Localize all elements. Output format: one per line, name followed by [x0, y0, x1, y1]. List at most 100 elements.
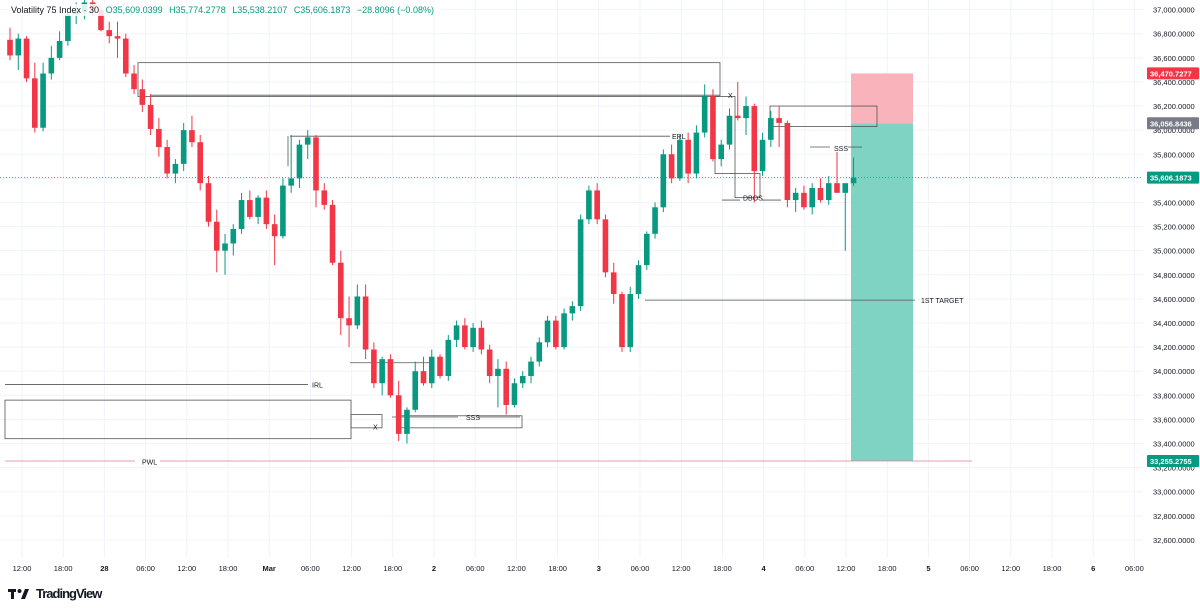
- candle: [784, 120, 791, 208]
- candle: [792, 188, 799, 213]
- candle: [40, 62, 46, 132]
- candle: [280, 178, 286, 239]
- candle: [850, 157, 857, 186]
- stop-loss-zone: [851, 73, 913, 124]
- candle-body: [313, 137, 319, 191]
- candle: [139, 79, 146, 113]
- candle-body: [147, 104, 154, 129]
- candle-body: [7, 39, 13, 56]
- x-tick-label: 12:00: [507, 564, 526, 573]
- annotation-1st-target: 1ST TARGET: [921, 298, 964, 305]
- candle: [412, 361, 419, 413]
- ohlc-close: C35,606.1873: [293, 5, 351, 15]
- ohlc-change: −28.8096 (−0.08%): [356, 5, 434, 15]
- candle: [230, 224, 237, 256]
- y-tick-label: 34,200.0000: [1153, 343, 1195, 352]
- candle-body: [131, 73, 137, 90]
- candle-body: [395, 395, 402, 434]
- x-tick-label: 3: [597, 564, 601, 573]
- candle-body: [189, 130, 195, 143]
- candle: [379, 356, 385, 396]
- candle-body: [668, 154, 675, 179]
- candle: [561, 308, 567, 350]
- candle: [329, 200, 336, 266]
- annotations: ERL IRL PWL X X SSS SSS DBOS 1ST TARGET: [142, 93, 964, 466]
- candle: [48, 45, 55, 80]
- x-tick-label: 06:00: [301, 564, 320, 573]
- candle: [677, 134, 683, 181]
- candle: [635, 260, 642, 299]
- annotation-x: X: [728, 93, 733, 100]
- candle-body: [594, 190, 600, 220]
- annotation-sss: SSS: [834, 146, 848, 153]
- x-tick-label: 06:00: [795, 564, 814, 573]
- candle: [536, 337, 543, 367]
- candle: [131, 65, 137, 95]
- candle-body: [288, 178, 294, 186]
- candle: [114, 21, 121, 58]
- candle-body: [801, 192, 807, 208]
- candles: [7, 0, 857, 444]
- sss-box-left: [397, 415, 523, 429]
- candle-body: [470, 327, 476, 348]
- candle-body: [635, 265, 642, 295]
- candle: [825, 175, 832, 205]
- y-tick-label: 32,600.0000: [1153, 536, 1195, 545]
- ohlc-low: L35,538.2107: [232, 5, 288, 15]
- y-tick-label: 34,000.0000: [1153, 367, 1195, 376]
- tradingview-logo-icon: [8, 588, 29, 599]
- candle: [15, 33, 22, 70]
- x-tick-label: 18:00: [878, 564, 897, 573]
- candle-body: [602, 219, 609, 273]
- candle-body: [321, 190, 328, 205]
- y-tick-label: 34,400.0000: [1153, 319, 1195, 328]
- candle-body: [354, 296, 361, 326]
- candle: [296, 139, 303, 189]
- candle-body: [809, 188, 815, 208]
- candle-body: [23, 38, 30, 79]
- candle: [610, 262, 617, 304]
- candle-body: [660, 154, 667, 208]
- candle: [519, 371, 526, 389]
- y-tick-label: 34,800.0000: [1153, 271, 1195, 280]
- x-box-left: [350, 414, 383, 429]
- candle-body: [98, 9, 104, 31]
- x-tick-label: 18:00: [713, 564, 732, 573]
- candle-body: [586, 190, 592, 220]
- candle: [205, 175, 212, 227]
- candle-body: [338, 262, 344, 319]
- candle-body: [445, 339, 452, 377]
- candle: [486, 344, 493, 384]
- candle: [404, 407, 410, 444]
- candle-body: [412, 371, 419, 410]
- candle: [817, 178, 824, 203]
- candle-body: [238, 200, 245, 229]
- candle-body: [379, 359, 385, 384]
- candle: [685, 132, 691, 184]
- candle-body: [759, 139, 766, 172]
- x-tick-label: 06:00: [631, 564, 650, 573]
- candle-body: [834, 183, 840, 193]
- symbol-name[interactable]: Volatility 75 Index · 30: [11, 5, 100, 15]
- candle-body: [478, 327, 485, 350]
- x-axis: 12:00 18:00 28 06:00 12:00 18:00 Mar 06:00 12:00…: [13, 564, 1144, 573]
- candle-body: [734, 115, 741, 119]
- candle: [65, 12, 71, 46]
- x-tick-label: 6: [1091, 564, 1095, 573]
- candle-body: [536, 342, 543, 362]
- candle: [387, 354, 394, 398]
- x-tick-label: 4: [762, 564, 767, 573]
- candle-body: [106, 30, 113, 37]
- candle: [106, 21, 113, 44]
- x-tick-label: 2: [432, 564, 436, 573]
- x-tick-label: 12:00: [13, 564, 32, 573]
- symbol-legend: Volatility 75 Index · 30 O35,609.0399 H3…: [8, 4, 441, 16]
- candle-body: [751, 106, 758, 172]
- candle: [660, 149, 667, 213]
- brand-footer: TradingView: [8, 586, 102, 601]
- x-tick-label: 06:00: [1125, 564, 1144, 573]
- candle: [23, 36, 30, 82]
- candle-body: [619, 294, 625, 348]
